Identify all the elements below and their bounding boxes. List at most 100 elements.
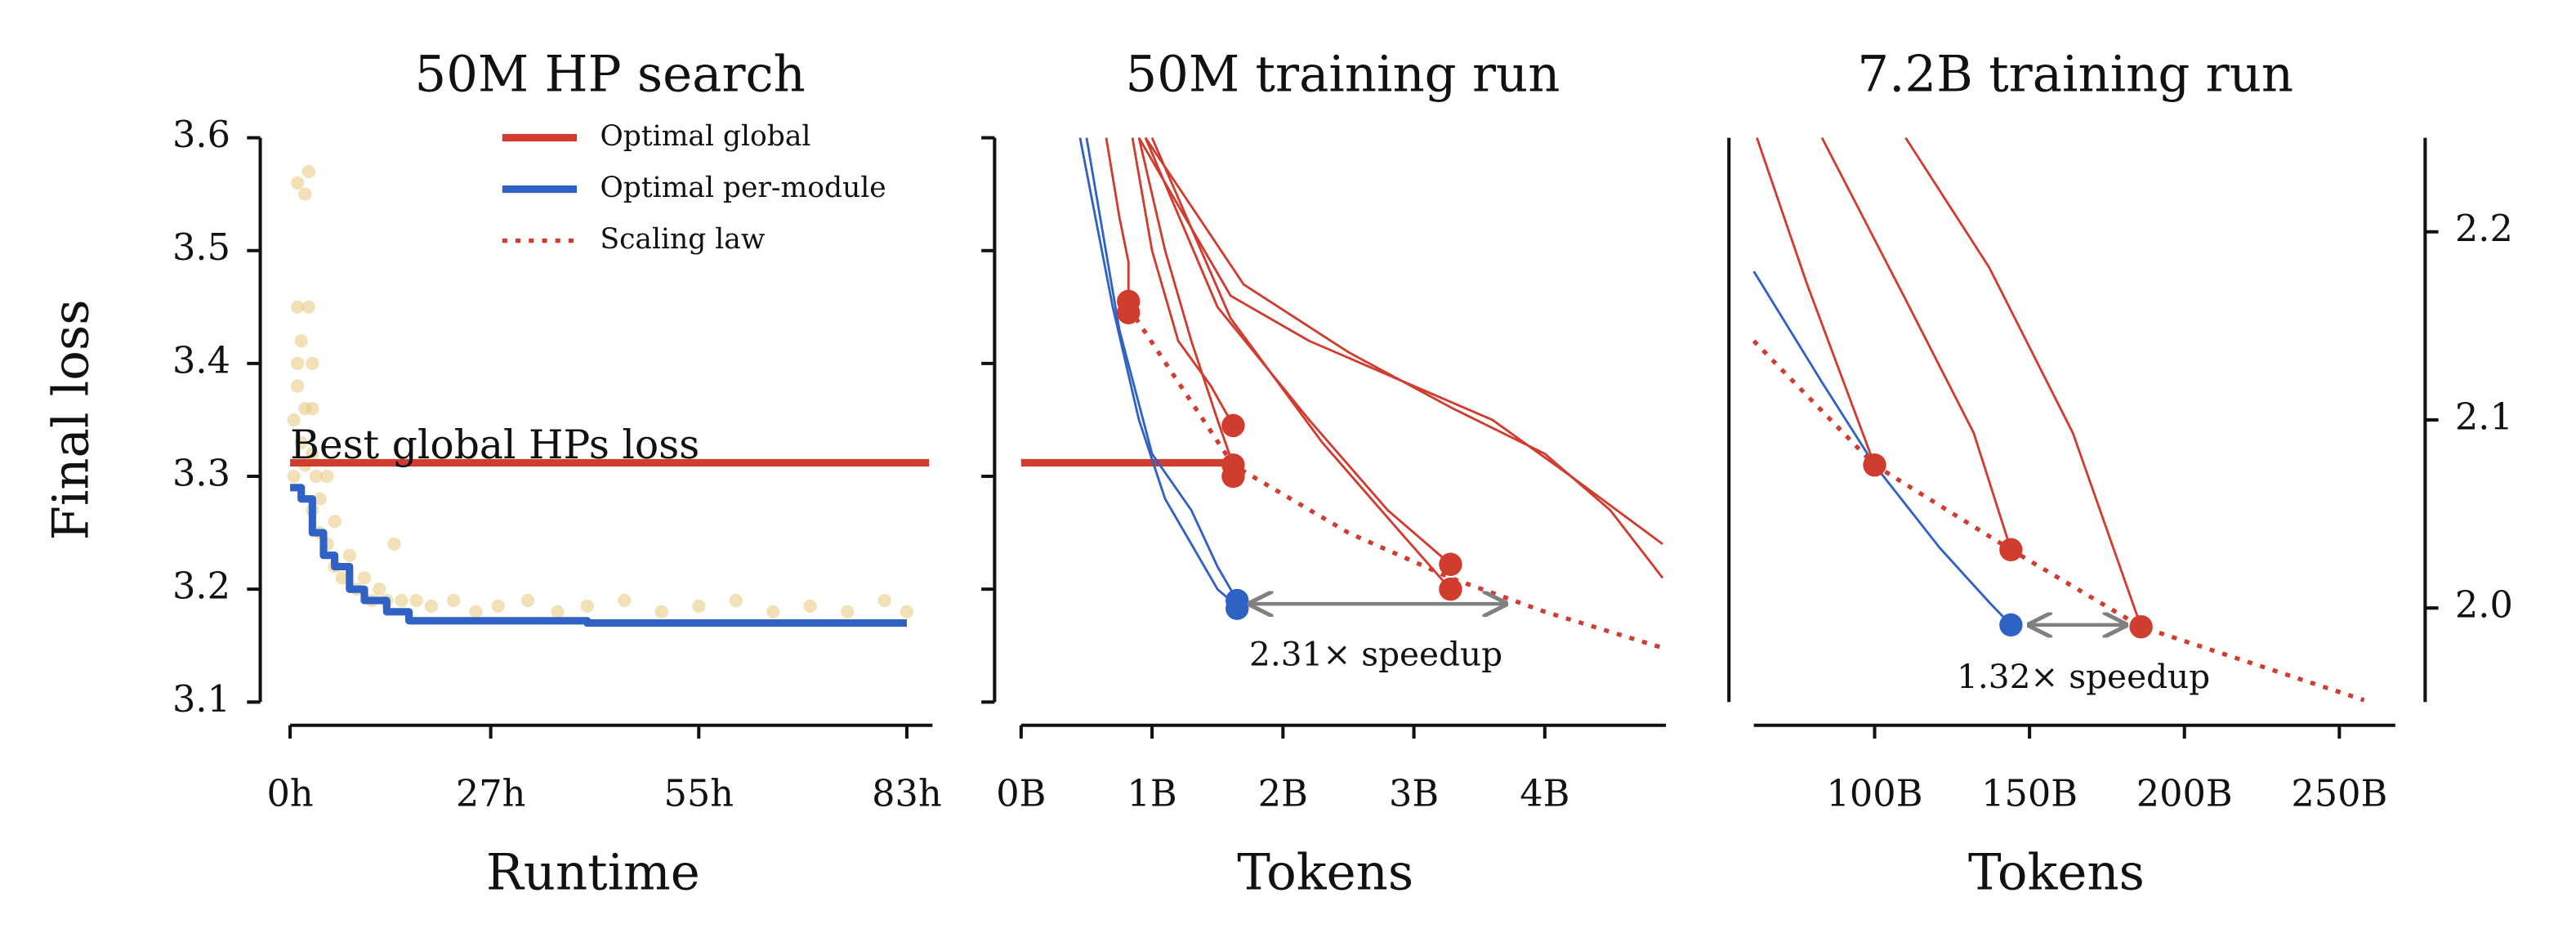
x-tick-label: 200B xyxy=(2136,773,2233,815)
loss-curve xyxy=(1085,137,1239,601)
trial-point xyxy=(357,571,372,585)
end-point xyxy=(1999,613,2023,637)
end-point xyxy=(1863,453,1886,477)
x-tick-label: 250B xyxy=(2291,773,2387,815)
trial-point xyxy=(469,605,483,618)
trial-point xyxy=(342,548,356,562)
x-tick-label: 1B xyxy=(1127,773,1176,815)
y-tick-label: 3.5 xyxy=(172,226,230,269)
trial-point xyxy=(409,593,423,608)
x-axis-label: Tokens xyxy=(1237,844,1413,902)
trial-point xyxy=(306,356,319,371)
end-point xyxy=(1221,413,1245,438)
loss-curve xyxy=(1137,137,1234,466)
trial-point xyxy=(729,593,743,608)
trial-point xyxy=(291,300,305,314)
x-tick-label: 83h xyxy=(872,773,942,815)
trial-point xyxy=(287,413,301,427)
trial-point xyxy=(291,379,305,393)
trial-point xyxy=(766,605,780,618)
x-tick-label: 4B xyxy=(1520,773,1569,815)
trial-point xyxy=(294,435,308,449)
x-tick-label: 100B xyxy=(1827,773,1923,815)
y-tick-label: 2.1 xyxy=(2455,395,2513,438)
x-axis-label: Runtime xyxy=(486,844,700,902)
x-tick-label: 27h xyxy=(456,773,526,815)
x-tick-label: 55h xyxy=(664,773,734,815)
panel-title: 50M training run xyxy=(1125,46,1560,104)
x-axis-label: Tokens xyxy=(1968,844,2145,902)
trial-point xyxy=(395,593,408,608)
trial-point xyxy=(306,402,319,416)
trial-point xyxy=(298,187,312,201)
trial-point xyxy=(309,469,324,484)
loss-curve xyxy=(1078,137,1239,607)
trial-point xyxy=(654,605,668,618)
x-tick-label: 0B xyxy=(996,773,1046,815)
loss-curve xyxy=(1904,136,2142,627)
trial-point xyxy=(301,300,315,314)
panel-title: 7.2B training run xyxy=(1857,46,2293,104)
trial-point xyxy=(841,605,855,618)
loss-curve xyxy=(1131,137,1234,426)
y-tick-label: 3.2 xyxy=(172,565,230,608)
trial-point xyxy=(900,605,914,618)
trial-point xyxy=(491,599,505,613)
annotation: Best global HPs loss xyxy=(290,422,699,468)
trial-point xyxy=(618,593,632,608)
trial-point xyxy=(320,469,334,484)
loss-curve xyxy=(1150,137,1452,591)
trial-point xyxy=(313,492,327,506)
annotation: 2.31× speedup xyxy=(1249,635,1502,674)
loss-curve xyxy=(290,484,907,627)
trial-point xyxy=(580,599,594,613)
loss-curve xyxy=(1752,270,2012,626)
y-tick-label: 3.6 xyxy=(172,114,230,156)
trial-point xyxy=(328,515,342,529)
panel-title: 50M HP search xyxy=(414,46,805,104)
y-axis-label: Final loss xyxy=(42,300,100,541)
loss-curve xyxy=(1820,136,2012,551)
legend-label: Scaling law xyxy=(600,223,765,256)
end-point xyxy=(1999,538,2023,562)
x-tick-label: 150B xyxy=(1981,773,2078,815)
y-tick-label: 2.2 xyxy=(2455,208,2513,250)
end-point xyxy=(2129,614,2153,639)
loss-curve xyxy=(1144,137,1452,565)
trial-point xyxy=(335,571,349,585)
trial-point xyxy=(373,583,386,596)
trial-point xyxy=(692,599,706,613)
y-tick-label: 3.1 xyxy=(172,678,230,721)
end-point xyxy=(1221,464,1245,489)
legend-label: Optimal per-module xyxy=(600,172,886,204)
end-point xyxy=(1439,577,1462,601)
trial-point xyxy=(803,599,817,613)
annotation: 1.32× speedup xyxy=(1957,657,2210,696)
loss-curve xyxy=(1756,137,1876,466)
loss-curve xyxy=(1144,136,1664,579)
trial-point xyxy=(447,593,461,608)
trial-point xyxy=(301,164,315,179)
trial-point xyxy=(291,356,305,371)
legend-label: Optimal global xyxy=(600,120,810,153)
end-point xyxy=(1117,301,1141,324)
end-point xyxy=(1439,552,1462,576)
trial-point xyxy=(294,334,308,348)
y-tick-label: 3.4 xyxy=(172,339,230,382)
y-tick-label: 3.3 xyxy=(172,452,230,494)
trial-point xyxy=(291,176,305,190)
trial-point xyxy=(306,447,319,461)
trial-point xyxy=(877,593,891,608)
trial-point xyxy=(287,469,301,484)
trial-point xyxy=(520,593,535,608)
loss-curve xyxy=(1105,137,1130,301)
trial-point xyxy=(424,599,438,613)
trial-point xyxy=(551,605,565,618)
y-tick-label: 2.0 xyxy=(2455,584,2513,627)
end-point xyxy=(1225,596,1249,620)
x-tick-label: 3B xyxy=(1389,773,1439,815)
x-tick-label: 0h xyxy=(266,773,313,815)
trial-point xyxy=(387,537,401,551)
